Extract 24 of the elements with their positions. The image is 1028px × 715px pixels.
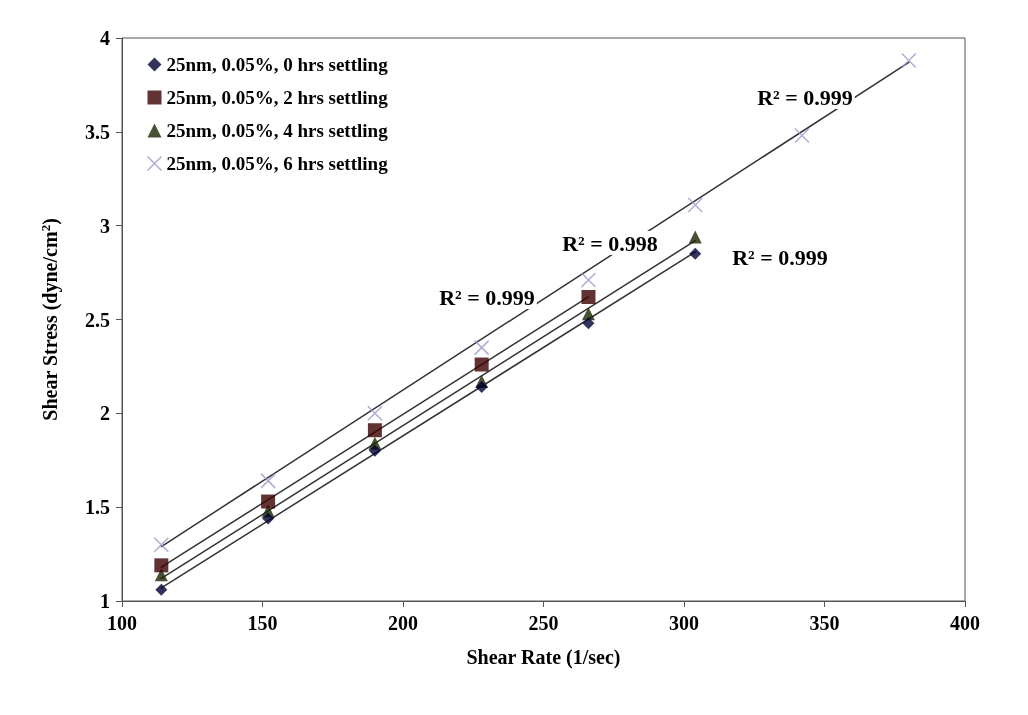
x-axis-title: Shear Rate (1/sec) xyxy=(466,646,621,669)
legend-label: 25nm, 0.05%, 4 hrs settling xyxy=(166,120,389,141)
x-tick-label: 300 xyxy=(669,612,699,634)
y-tick-label: 4 xyxy=(100,27,110,49)
x-tick-label: 350 xyxy=(809,612,840,634)
y-tick-label: 2.5 xyxy=(85,308,110,331)
x-tick-label: 200 xyxy=(388,612,418,634)
y-tick-label: 3 xyxy=(100,214,110,237)
y-tick-label: 1.5 xyxy=(85,496,110,519)
legend-label: 25nm, 0.05%, 0 hrs settling xyxy=(166,54,389,75)
annotation: R² = 0.999 xyxy=(439,284,535,310)
x-tick-label: 150 xyxy=(247,612,278,634)
annotation: R² = 0.998 xyxy=(562,230,658,256)
x-tick-label: 100 xyxy=(107,612,137,634)
x-tick-label: 400 xyxy=(950,612,980,634)
annotation: R² = 0.999 xyxy=(757,84,853,110)
legend-label: 25nm, 0.05%, 6 hrs settling xyxy=(166,153,389,174)
x-tick-label: 250 xyxy=(528,612,559,634)
y-axis-title: Shear Stress (dyne/cm2) xyxy=(38,218,62,421)
legend-label: 25nm, 0.05%, 2 hrs settling xyxy=(166,87,389,108)
y-tick-label: 1 xyxy=(100,590,110,612)
annotation: R² = 0.999 xyxy=(732,244,828,270)
y-tick-label: 3.5 xyxy=(85,120,110,143)
y-tick-label: 2 xyxy=(100,402,110,425)
